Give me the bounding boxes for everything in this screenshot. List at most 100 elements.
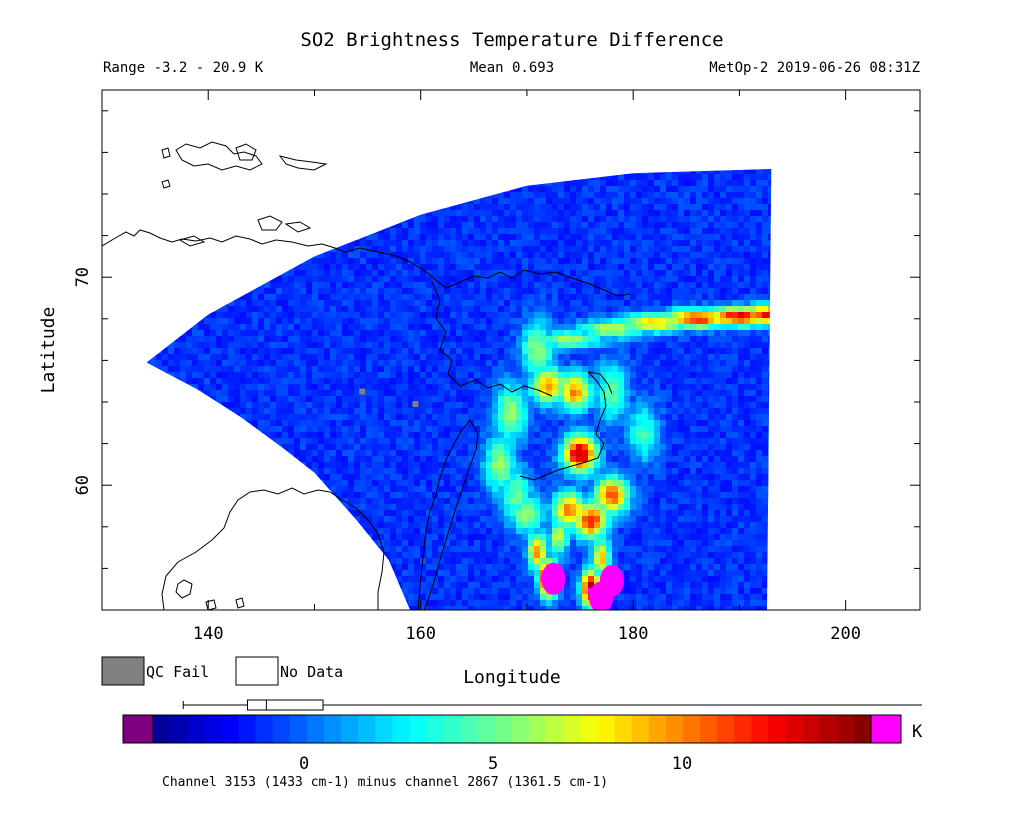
swath-cell [882,240,889,247]
swath-cell [912,288,919,295]
swath-cell [564,228,571,235]
swath-cell [270,270,277,277]
swath-cell [162,198,169,205]
swath-cell [588,300,595,307]
swath-cell [660,114,667,121]
swath-cell [846,120,853,127]
swath-cell [342,180,349,187]
swath-cell [372,192,379,199]
swath-cell [528,300,535,307]
swath-cell [240,240,247,247]
swath-cell [120,204,127,211]
swath-cell [768,114,775,121]
swath-cell [720,132,727,139]
swath-cell [714,288,721,295]
swath-cell [318,306,325,313]
swath-cell [534,180,541,187]
swath-cell [876,114,883,121]
swath-cell [486,210,493,217]
swath-cell [444,144,451,151]
swath-cell [294,282,301,289]
swath-cell [564,192,571,199]
swath-cell [894,222,901,229]
swath-cell [870,162,877,169]
swath-cell [582,156,589,163]
swath-cell [228,120,235,127]
swath-cell [672,198,679,205]
swath-cell [834,294,841,301]
swath-cell [474,114,481,121]
swath-cell [582,270,589,277]
swath-cell [222,210,229,217]
swath-cell [732,240,739,247]
swath-cell [146,169,151,175]
swath-cell [276,210,283,217]
swath-cell [792,246,799,253]
swath-cell [522,156,529,163]
swath-cell [432,102,439,109]
swath-cell [342,150,349,157]
swath-cell [612,144,619,151]
swath-cell [738,150,745,157]
swath-cell [324,186,331,193]
swath-cell [774,102,781,109]
swath-cell [402,300,409,307]
swath-cell [792,150,799,157]
swath-cell [474,156,481,163]
swath-cell [450,186,457,193]
swath-cell [138,210,145,217]
swath-cell [852,240,859,247]
swath-cell [432,180,439,187]
swath-cell [510,246,517,253]
swath-cell [810,144,817,151]
swath-cell [732,132,739,139]
swath-cell [672,186,679,193]
swath-cell [918,210,925,217]
swath-cell [372,144,379,151]
swath-cell [348,264,355,271]
swath-cell [126,204,133,211]
swath-cell [504,162,511,169]
swath-cell [462,222,469,229]
swath-cell [612,126,619,133]
swath-cell [672,288,679,295]
swath-cell [918,168,925,175]
swath-cell [432,246,439,253]
swath-cell [780,168,787,175]
swath-cell [198,174,205,181]
swath-cell [624,258,631,265]
swath-cell [234,240,241,247]
swath-cell [456,228,463,235]
swath-cell [600,222,607,229]
swath-cell [294,138,301,145]
swath-cell [810,270,817,277]
swath-cell [558,156,565,163]
swath-cell [336,96,343,103]
swath-cell [180,138,187,145]
swath-cell [354,234,361,241]
swath-cell [636,288,643,295]
swath-cell [234,126,241,133]
swath-cell [348,186,355,193]
swath-cell [384,120,391,127]
swath-cell [606,282,613,289]
swath-cell [630,288,637,295]
swath-cell [486,138,493,145]
swath-cell [300,282,307,289]
swath-cell [876,228,883,235]
swath-cell [516,138,523,145]
swath-cell [696,216,703,223]
swath-cell [108,270,115,277]
swath-cell [906,132,913,139]
swath-cell [744,270,751,277]
swath-cell [438,169,445,175]
chart-title: SO2 Brightness Temperature Difference [300,29,723,51]
swath-cell [126,264,133,271]
swath-cell [336,126,343,133]
swath-cell [834,228,841,235]
swath-cell [858,222,865,229]
swath-cell [294,252,301,259]
swath-cell [624,126,631,133]
swath-cell [102,198,109,205]
swath-cell [612,216,619,223]
